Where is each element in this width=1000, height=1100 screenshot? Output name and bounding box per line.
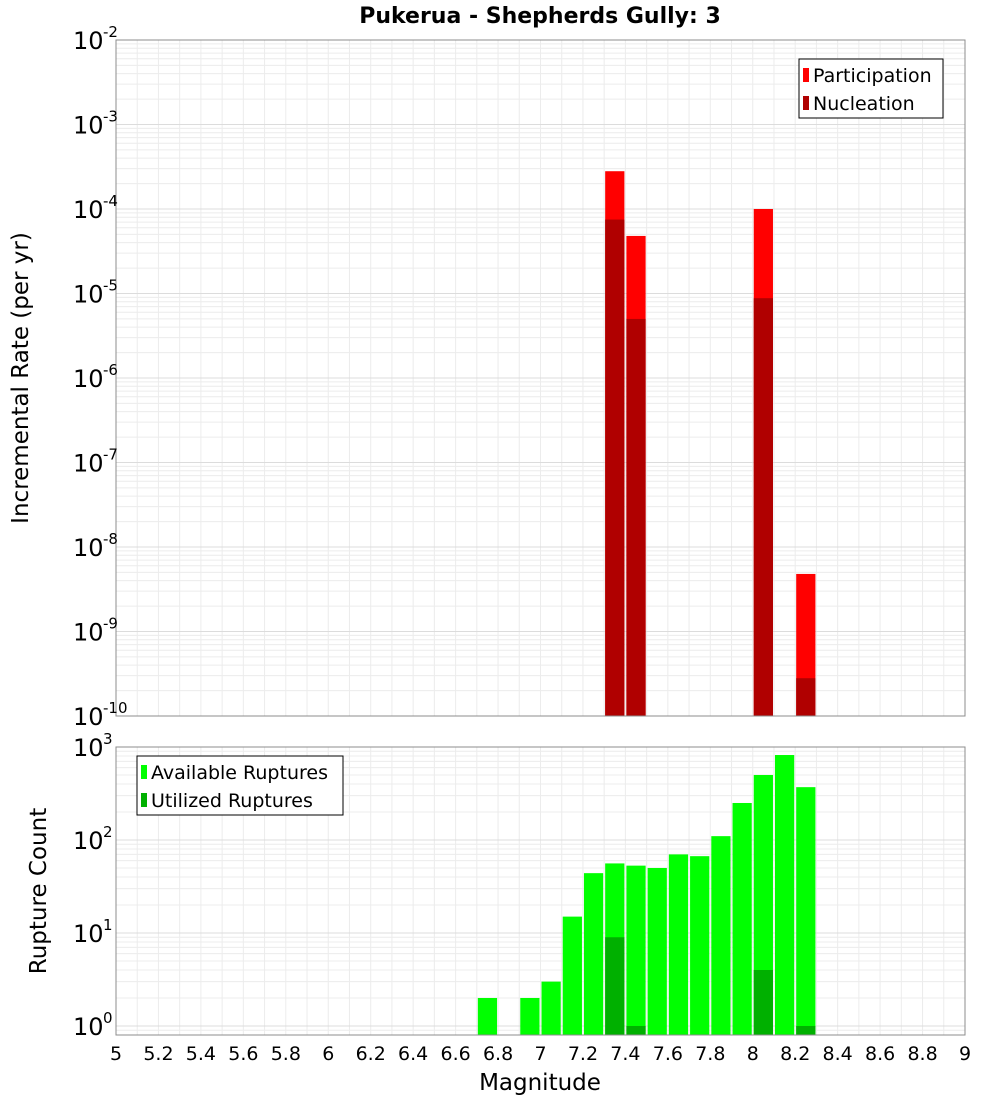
y-tick-label: 10: [73, 281, 104, 309]
x-tick-label: 5.4: [186, 1043, 216, 1065]
y-tick-label: 10: [73, 450, 104, 478]
y-tick-exponent: 3: [103, 730, 113, 748]
bar-nucleation: [753, 298, 773, 716]
bar-utilized-ruptures: [753, 969, 773, 1035]
bar-utilized-ruptures: [626, 1025, 646, 1035]
x-tick-label: 8.4: [823, 1043, 853, 1065]
y-tick-exponent: -8: [103, 530, 118, 548]
y-tick-label: 10: [73, 827, 104, 855]
y-tick-label: 10: [73, 27, 104, 55]
y-tick-label: 10: [73, 734, 104, 762]
x-tick-label: 6.6: [440, 1043, 470, 1065]
y-tick-exponent: -6: [103, 361, 118, 379]
legend-label: Nucleation: [813, 93, 915, 115]
x-axis-label: Magnitude: [479, 1070, 601, 1096]
x-tick-label: 7.2: [568, 1043, 598, 1065]
y-tick-label: 10: [73, 112, 104, 140]
y-tick-exponent: -10: [103, 699, 128, 717]
chart-legend: Participation Nucleation: [798, 58, 944, 119]
x-tick-label: 7.4: [610, 1043, 640, 1065]
bar-available-ruptures: [626, 865, 646, 1035]
y-tick-label: 10: [73, 703, 104, 731]
y-tick-exponent: -5: [103, 277, 118, 295]
y-tick-exponent: -9: [103, 615, 118, 633]
x-tick-label: 5.6: [228, 1043, 258, 1065]
legend-box: [798, 58, 944, 119]
x-tick-label: 7.8: [695, 1043, 725, 1065]
y-tick-label: 10: [73, 534, 104, 562]
y-tick-exponent: -2: [103, 23, 118, 41]
y-tick-exponent: 1: [103, 916, 113, 934]
bar-nucleation: [626, 318, 646, 716]
plot-frame: [115, 746, 966, 1036]
bar-utilized-ruptures: [605, 937, 625, 1035]
legend-swatch: [803, 68, 809, 82]
x-tick-label: 8.2: [780, 1043, 810, 1065]
bar-available-ruptures: [520, 997, 540, 1035]
legend-swatch: [141, 793, 147, 807]
x-tick-label: 5.2: [143, 1043, 173, 1065]
x-tick-label: 8: [747, 1043, 759, 1065]
plot-frame: [115, 39, 966, 717]
y-tick-exponent: -3: [103, 108, 118, 126]
x-tick-label: 5: [110, 1043, 122, 1065]
bar-available-ruptures: [541, 981, 561, 1035]
x-tick-label: 5.8: [271, 1043, 301, 1065]
x-tick-label: 6: [322, 1043, 334, 1065]
x-tick-label: 8.6: [865, 1043, 895, 1065]
y-tick-label: 10: [73, 196, 104, 224]
y-tick-label: 10: [73, 619, 104, 647]
bar-available-ruptures: [796, 787, 816, 1035]
bar-available-ruptures: [732, 802, 752, 1035]
y-tick-exponent: -7: [103, 446, 118, 464]
bar-available-ruptures: [690, 856, 710, 1035]
chart-title: Pukerua - Shepherds Gully: 3: [359, 4, 721, 29]
x-tick-label: 6.4: [398, 1043, 428, 1065]
x-tick-label: 6.2: [356, 1043, 386, 1065]
bar-available-ruptures: [477, 997, 498, 1035]
y-tick-exponent: 2: [103, 823, 113, 841]
x-tick-label: 6.8: [483, 1043, 513, 1065]
legend-label: Available Ruptures: [151, 762, 328, 784]
bar-nucleation: [605, 219, 625, 717]
bar-available-ruptures: [711, 836, 731, 1035]
y-tick-label: 10: [73, 920, 104, 948]
legend-swatch: [803, 96, 809, 110]
legend-label: Participation: [813, 65, 932, 87]
y-tick-exponent: 0: [103, 1009, 113, 1027]
x-tick-label: 9: [959, 1043, 971, 1065]
bar-available-ruptures: [562, 916, 582, 1035]
y-tick-label: 10: [73, 365, 104, 393]
x-tick-label: 8.8: [907, 1043, 937, 1065]
bar-available-ruptures: [647, 867, 667, 1035]
bar-utilized-ruptures: [796, 1025, 816, 1035]
x-tick-label: 7.6: [653, 1043, 683, 1065]
y-tick-label: 10: [73, 1013, 104, 1041]
y-axis-label: Incremental Rate (per yr): [8, 232, 34, 524]
legend-label: Utilized Ruptures: [151, 790, 313, 812]
y-axis-label: Rupture Count: [26, 808, 52, 974]
bar-available-ruptures: [668, 854, 689, 1035]
x-tick-label: 7: [534, 1043, 546, 1065]
chart-legend: Available Ruptures Utilized Ruptures: [136, 755, 344, 816]
legend-swatch: [141, 765, 147, 779]
bar-nucleation: [796, 678, 816, 716]
legend-box: [136, 755, 344, 816]
y-tick-exponent: -4: [103, 192, 118, 210]
bar-available-ruptures: [774, 755, 795, 1035]
bar-available-ruptures: [583, 873, 604, 1035]
